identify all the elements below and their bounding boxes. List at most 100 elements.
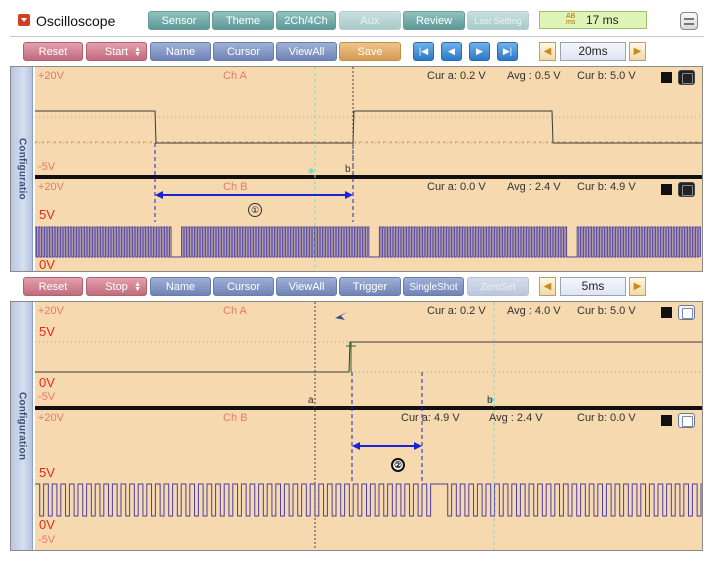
plot-area-1[interactable]: +20V Ch A Cur a: 0.2 V Avg : 0.5 V Cur b… [35, 67, 702, 271]
timebase-increase-icon-2[interactable]: ▶ [629, 277, 646, 296]
elapsed-time-display: AB ms 17 ms [539, 11, 647, 29]
cursor-b-marker-2: b [487, 395, 493, 406]
timebase-decrease-icon[interactable]: ◀ [539, 42, 556, 61]
measure-arrow-left-2 [352, 442, 360, 450]
ch-a-settings-icon-2[interactable] [678, 305, 695, 320]
viewall-button-1[interactable]: ViewAll [276, 42, 337, 61]
annotation-1: ① [248, 203, 262, 217]
aux-button[interactable]: Aux [339, 11, 401, 30]
config-sidebar-2[interactable]: Configuration [11, 302, 33, 550]
trace-ch-a-2 [35, 341, 702, 373]
save-button[interactable]: Save [339, 42, 401, 61]
ch-b-burst-trace-1 [35, 226, 701, 258]
first-frame-icon[interactable]: |◀ [413, 42, 434, 61]
theme-button[interactable]: Theme [212, 11, 274, 30]
ch-a-avg-2: Avg : 4.0 V [507, 305, 561, 317]
measure-arrow-left-1 [155, 191, 163, 199]
plot-area-2[interactable]: +20V Ch A Cur a: 0.2 V Avg : 4.0 V Cur b… [35, 302, 702, 550]
ch-b-name-1: Ch B [223, 181, 248, 193]
ch-a-top-scale-1: +20V [38, 70, 64, 82]
ch-a-bottom-scale-2: -5V [38, 391, 56, 403]
stop-button[interactable]: Stop ▲ ▼ [86, 277, 147, 296]
ch-a-settings-icon-1[interactable] [678, 70, 695, 85]
next-frame-icon[interactable]: ▶ [469, 42, 490, 61]
annotation-2: ② [391, 458, 405, 472]
channel-count-button[interactable]: 2Ch/4Ch [276, 11, 336, 30]
start-button[interactable]: Start ▲ ▼ [86, 42, 147, 61]
grid-ch-a-2 [35, 341, 702, 373]
spinner-icon: ▲ ▼ [134, 46, 141, 58]
grid-ch-a-1 [35, 116, 702, 144]
spinner-icon-2: ▲ ▼ [134, 281, 141, 293]
ch-b-low-scale-2: 0V [39, 517, 55, 532]
ch-b-name-2: Ch B [223, 412, 248, 424]
timer-icon: AB ms [566, 13, 576, 26]
ch-b-settings-icon-1[interactable] [678, 182, 695, 197]
measure-arrow-right-2 [414, 442, 422, 450]
config-sidebar-1[interactable]: Configuratio [11, 67, 33, 271]
cursor-a-marker-2: a [308, 395, 314, 406]
ch-a-name-1: Ch A [223, 70, 247, 82]
ch-a-avg-1: Avg : 0.5 V [507, 70, 561, 82]
ch-b-low-scale-1: 0V [39, 257, 55, 271]
ch-b-top-scale-2: +20V [38, 412, 64, 424]
title-divider [10, 36, 704, 37]
prev-frame-icon[interactable]: ◀ [441, 42, 462, 61]
zeroset-button[interactable]: ZeroSet [467, 277, 529, 296]
ch-a-cursor-b-1: Cur b: 5.0 V [577, 70, 636, 82]
scope-panel-1: Configuratio [10, 66, 703, 272]
reset-button-1[interactable]: Reset [23, 42, 83, 61]
sensor-button[interactable]: Sensor [148, 11, 210, 30]
ch-a-high-scale-2: 5V [39, 324, 55, 339]
name-button-2[interactable]: Name [150, 277, 211, 296]
ch-b-bottom-scale-2: -5V [38, 534, 56, 546]
scope-panel-2: Configuration [10, 301, 703, 551]
ch-a-name-2: Ch A [223, 305, 247, 317]
config-label-1: Configuratio [16, 138, 28, 200]
ch-b-cursor-a-2: Cur a: 4.9 V [401, 412, 460, 424]
timebase-increase-icon[interactable]: ▶ [629, 42, 646, 61]
window-menu-icon[interactable] [680, 12, 698, 30]
ch-b-cursor-b-2: Cur b: 0.0 V [577, 412, 636, 424]
name-button-1[interactable]: Name [150, 42, 211, 61]
measure-arrow-right-1 [345, 191, 353, 199]
app-menu-icon[interactable] [18, 14, 30, 26]
last-frame-icon[interactable]: ▶| [497, 42, 518, 61]
cursor-b-marker-1: b [345, 164, 351, 175]
ch-a-cursor-a-2: Cur a: 0.2 V [427, 305, 486, 317]
ch-b-cursor-a-1: Cur a: 0.0 V [427, 181, 486, 193]
ch-a-cursor-a-1: Cur a: 0.2 V [427, 70, 486, 82]
timebase-decrease-icon-2[interactable]: ◀ [539, 277, 556, 296]
ch-b-top-scale-1: +20V [38, 181, 64, 193]
waveform-svg-1 [35, 67, 702, 271]
viewall-button-2[interactable]: ViewAll [276, 277, 337, 296]
ch-a-cursor-b-2: Cur b: 5.0 V [577, 305, 636, 317]
trace-ch-b-1 [35, 226, 701, 258]
ch-a-top-scale-2: +20V [38, 305, 64, 317]
singleshot-button[interactable]: SingleShot [403, 277, 464, 296]
trigger-icon-2 [335, 312, 347, 320]
ch-b-settings-icon-2[interactable] [678, 413, 695, 428]
ch-b-high-scale-1: 5V [39, 207, 55, 222]
cursor-button-2[interactable]: Cursor [213, 277, 274, 296]
reset-button-2[interactable]: Reset [23, 277, 83, 296]
ch-a-color-swatch-1 [661, 72, 672, 83]
ch-b-color-swatch-1 [661, 184, 672, 195]
stop-label: Stop [105, 281, 128, 293]
timebase-value-2[interactable]: 5ms [560, 277, 626, 296]
timebase-value-1[interactable]: 20ms [560, 42, 626, 61]
last-setting-button[interactable]: Last Setting [467, 11, 529, 30]
review-button[interactable]: Review [403, 11, 465, 30]
config-label-2: Configuration [16, 391, 28, 461]
trigger-point-2 [488, 397, 494, 403]
trace-ch-b-2 [35, 483, 702, 517]
start-label: Start [104, 46, 129, 58]
ch-a-color-swatch-2 [661, 307, 672, 318]
ch-b-pulse-trace-2 [35, 483, 702, 517]
ch-a-low-scale-2: 0V [39, 375, 55, 390]
trigger-point-1 [308, 168, 314, 174]
trigger-button[interactable]: Trigger [339, 277, 401, 296]
waveform-svg-2 [35, 302, 702, 550]
ch-a-bottom-scale-1: -5V [38, 161, 56, 173]
cursor-button-1[interactable]: Cursor [213, 42, 274, 61]
